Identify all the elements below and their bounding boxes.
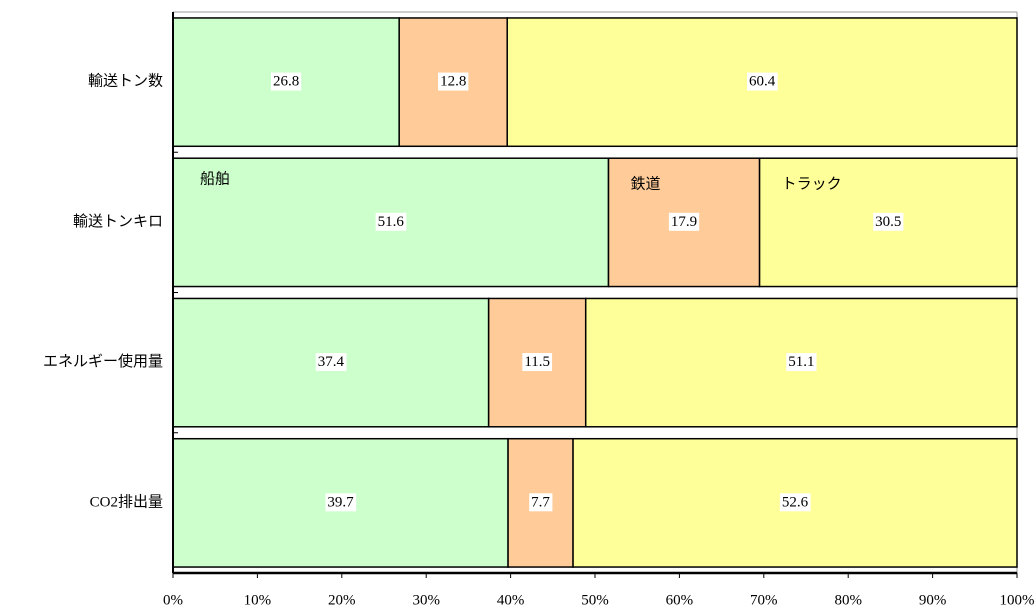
legend-label: 船舶 xyxy=(200,171,230,188)
x-tick-label: 10% xyxy=(244,592,272,608)
x-tick-label: 20% xyxy=(328,592,356,608)
x-tick-label: 100% xyxy=(1000,592,1035,608)
bar-segment xyxy=(507,437,574,568)
y-tick-label: 輸送トン数 xyxy=(88,73,163,90)
value-label-bg xyxy=(438,72,469,91)
x-tick-label: 50% xyxy=(581,592,609,608)
y-tick-label: 輸送トンキロ xyxy=(73,213,163,230)
x-tick-label: 80% xyxy=(834,592,862,608)
value-label: 11.5 xyxy=(524,354,550,370)
x-tick-label: 30% xyxy=(412,592,440,608)
y-tick-label: エネルギー使用量 xyxy=(43,353,163,370)
value-label: 52.6 xyxy=(782,494,809,510)
x-tick-label: 60% xyxy=(666,592,694,608)
value-label: 60.4 xyxy=(749,74,776,90)
value-label-bg xyxy=(325,493,357,512)
x-tick-label: 0% xyxy=(163,592,183,608)
value-label: 51.1 xyxy=(788,354,814,370)
x-tick-label: 90% xyxy=(919,592,947,608)
x-tick-label: 40% xyxy=(497,592,525,608)
legend-label: 鉄道 xyxy=(631,176,661,193)
value-label-bg xyxy=(375,212,407,231)
value-label: 26.8 xyxy=(273,74,299,90)
value-label: 17.9 xyxy=(671,214,697,230)
value-label-bg xyxy=(522,353,553,372)
value-label: 51.6 xyxy=(378,214,405,230)
value-label: 12.8 xyxy=(440,74,466,90)
value-label: 7.7 xyxy=(531,494,550,510)
x-tick-label: 70% xyxy=(750,592,778,608)
value-label-bg xyxy=(668,212,700,231)
legend-label: トラック xyxy=(782,176,842,193)
value-label-bg xyxy=(315,353,347,372)
value-label-bg xyxy=(746,72,778,91)
value-label-bg xyxy=(786,353,817,372)
value-label: 37.4 xyxy=(318,354,345,370)
value-label-bg xyxy=(873,212,904,231)
value-label: 30.5 xyxy=(875,214,901,230)
value-label: 39.7 xyxy=(327,494,354,510)
value-label-bg xyxy=(270,72,302,91)
y-tick-label: CO2排出量 xyxy=(90,493,163,510)
value-label-bg xyxy=(529,493,553,512)
value-label-bg xyxy=(779,493,811,512)
